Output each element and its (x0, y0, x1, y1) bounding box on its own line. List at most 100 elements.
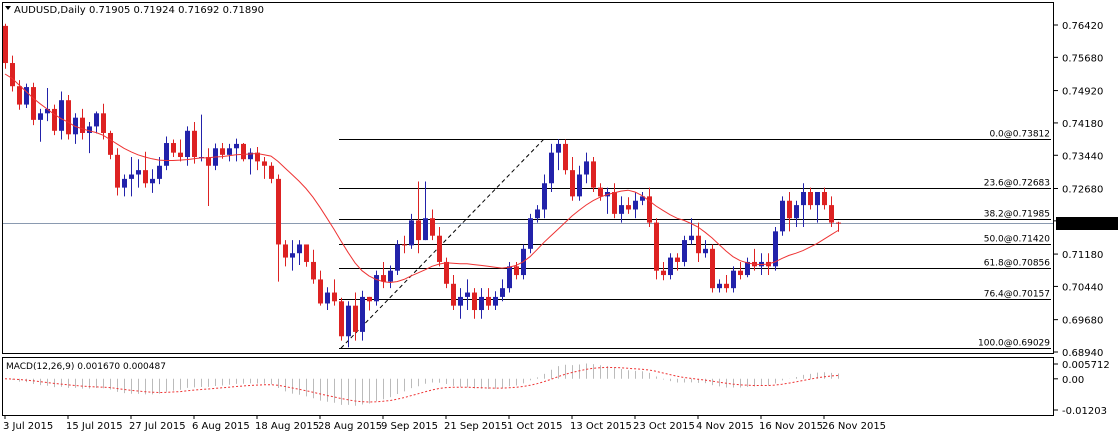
candle-body (276, 178, 281, 245)
candle-body (493, 296, 498, 306)
candle (717, 279, 722, 293)
candle (633, 191, 638, 219)
candle-body (430, 218, 435, 236)
candle-body (682, 240, 687, 262)
candle (262, 157, 267, 179)
candle-body (234, 143, 239, 149)
candle (689, 218, 694, 245)
candle-body (409, 220, 414, 246)
candle-body (143, 170, 148, 184)
candle-body (577, 174, 582, 197)
candle (73, 113, 78, 144)
candle-body (17, 86, 22, 105)
candle-body (815, 191, 820, 206)
candle-body (724, 283, 729, 289)
candle-body (52, 108, 57, 131)
candle (563, 139, 568, 175)
candle-body (122, 178, 127, 188)
candle (626, 197, 631, 214)
date-tick-label: 21 Sep 2015 (444, 421, 507, 432)
candle-body (185, 130, 190, 158)
price-tick-label: 0.76420 (1062, 21, 1103, 32)
candle-body (689, 235, 694, 241)
macd-plot-frame (2, 357, 1054, 416)
candle (640, 191, 645, 206)
date-tick-label: 9 Sep 2015 (381, 421, 438, 432)
candle-body (808, 191, 813, 206)
candle-body (94, 113, 99, 127)
candle (437, 226, 442, 267)
candle-body (647, 196, 652, 223)
candle (255, 146, 260, 171)
candle-body (136, 170, 141, 175)
candle-body (731, 270, 736, 289)
candle (332, 279, 337, 306)
candle-body (339, 301, 344, 337)
candle-body (24, 87, 29, 105)
candle-body (395, 244, 400, 271)
date-tick-label: 18 Aug 2015 (255, 421, 319, 432)
candle-body (822, 191, 827, 206)
candle-body (556, 143, 561, 153)
candle (374, 270, 379, 306)
candle (682, 235, 687, 267)
candle-body (675, 257, 680, 262)
candle-body (31, 87, 36, 120)
candle (801, 183, 806, 227)
candle (325, 287, 330, 311)
candle-body (500, 288, 505, 297)
symbol-label: AUDUSD,Daily (14, 5, 86, 16)
macd-tick-label: -0.01203 (1062, 406, 1107, 417)
date-axis: 3 Jul 2015 15 Jul 2015 27 Jul 2015 6 Aug 20… (3, 415, 886, 432)
candle-body (416, 220, 421, 241)
candle (472, 288, 477, 319)
date-tick-label: 13 Oct 2015 (570, 421, 632, 432)
candle-body (612, 191, 617, 214)
current-price-label: 0.71890 (1062, 220, 1103, 231)
candle-body (584, 161, 589, 175)
candle (108, 130, 113, 160)
candle (724, 275, 729, 293)
candle-body (619, 205, 624, 214)
price-tick-label: 0.75680 (1062, 53, 1103, 64)
price-tick-label: 0.68940 (1062, 348, 1103, 359)
candle (164, 136, 169, 171)
price-tick-label: 0.69680 (1062, 316, 1103, 327)
dropdown-triangle-icon[interactable] (5, 6, 11, 10)
candle-body (150, 178, 155, 184)
candle (836, 221, 841, 232)
macd-title: MACD(12,26,9) 0.001670 0.000487 (6, 362, 166, 372)
candle (241, 143, 246, 162)
candle-body (318, 279, 323, 304)
candle-body (598, 187, 603, 197)
candle-body (437, 235, 442, 262)
candle (129, 157, 134, 197)
candle (738, 261, 743, 280)
candle-body (353, 305, 358, 332)
candle (577, 165, 582, 201)
candle (591, 157, 596, 192)
candle (150, 169, 155, 193)
candle-body (801, 191, 806, 206)
candle (122, 174, 127, 197)
candle-body (423, 218, 428, 241)
candle-body (269, 165, 274, 179)
candle-body (402, 244, 407, 246)
candle-body (563, 143, 568, 171)
candle-body (59, 100, 64, 131)
date-tick-label: 6 Aug 2015 (192, 421, 250, 432)
candle (80, 108, 85, 140)
candle (815, 191, 820, 223)
candle (556, 139, 561, 171)
candle-body (66, 100, 71, 135)
price-axis: 0.76420 0.75680 0.74920 0.74180 0.73440 0.726… (1053, 21, 1103, 359)
candle (794, 200, 799, 227)
candle-body (444, 261, 449, 284)
candle (465, 279, 470, 311)
candle (500, 279, 505, 302)
candle-body (248, 152, 253, 160)
candle-body (360, 296, 365, 332)
candle (703, 240, 708, 258)
candle (444, 257, 449, 289)
